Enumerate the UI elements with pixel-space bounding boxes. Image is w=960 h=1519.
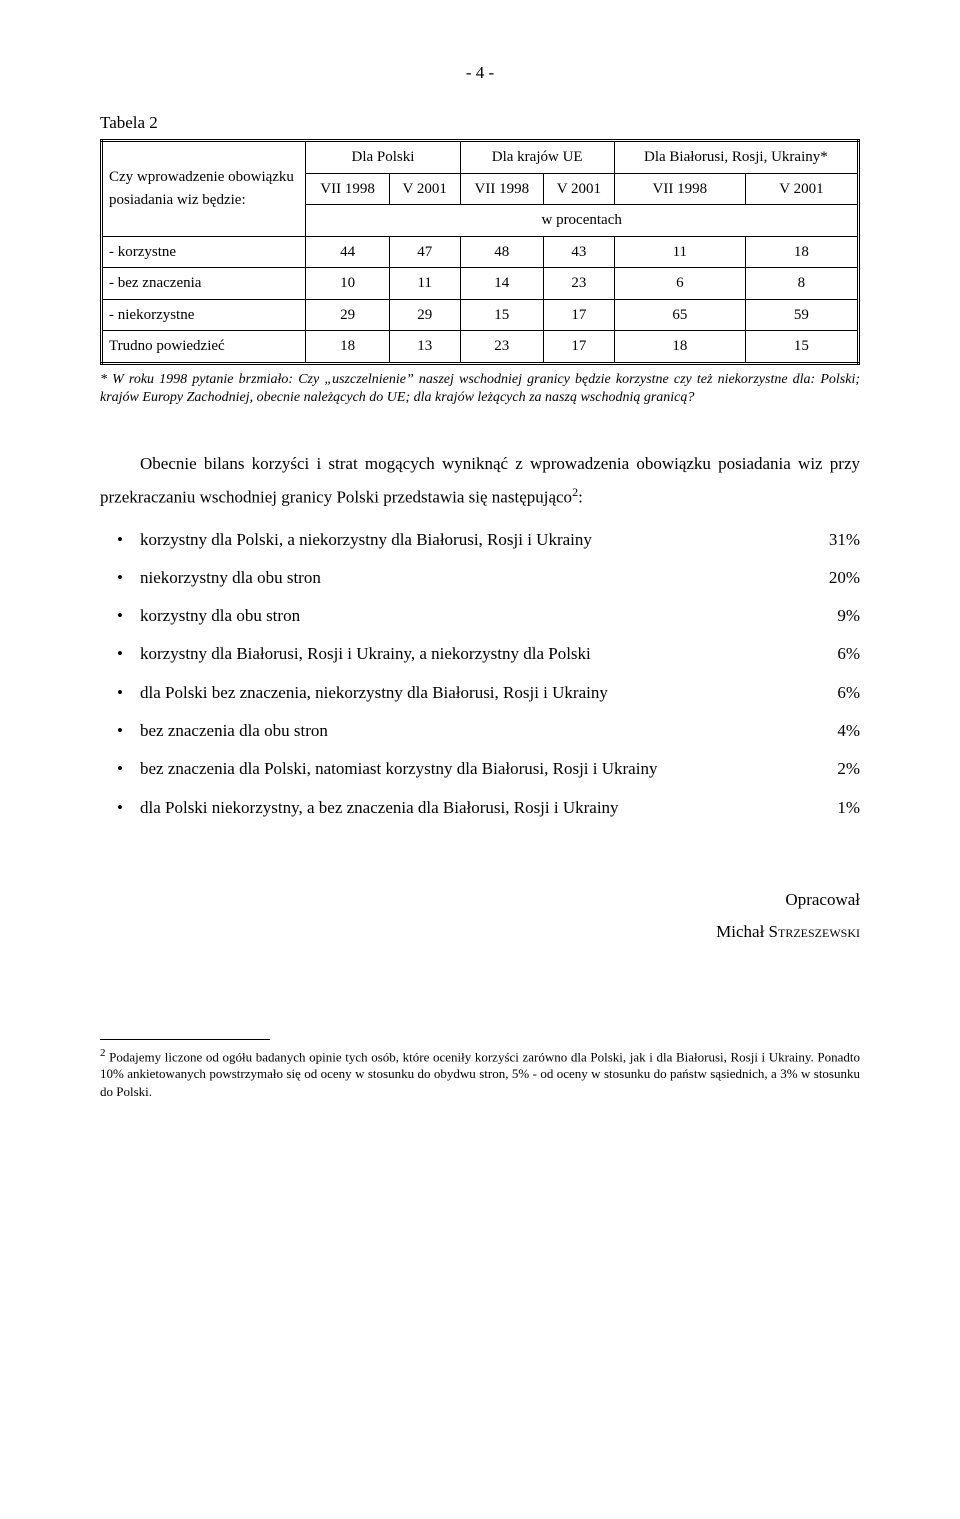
cell: 65 <box>614 299 745 331</box>
percent-row: w procentach <box>306 205 859 237</box>
row-label: - bez znaczenia <box>102 268 306 300</box>
cell: 59 <box>745 299 858 331</box>
list-item: • bez znaczenia dla obu stron 4% <box>100 715 860 747</box>
subcol-2: VII 1998 <box>460 173 543 205</box>
row-label: Trudno powiedzieć <box>102 331 306 364</box>
cell: 48 <box>460 236 543 268</box>
cell: 17 <box>544 299 615 331</box>
bullet-icon: • <box>100 524 140 556</box>
body-paragraph: Obecnie bilans korzyści i strat mogących… <box>100 448 860 513</box>
footnote-rule <box>100 1039 270 1040</box>
cell: 10 <box>306 268 389 300</box>
cell: 43 <box>544 236 615 268</box>
cell: 18 <box>306 331 389 364</box>
cell: 11 <box>389 268 460 300</box>
signature-author: Michał Strzeszewski <box>100 916 860 948</box>
col-group-0: Dla Polski <box>306 141 460 174</box>
body-text-before: Obecnie bilans korzyści i strat mogących… <box>100 454 860 506</box>
table-row: - bez znaczenia 10 11 14 23 6 8 <box>102 268 859 300</box>
signature-line: Opracował <box>785 890 860 909</box>
subcol-5: V 2001 <box>745 173 858 205</box>
bullet-text: dla Polski niekorzystny, a bez znaczenia… <box>140 792 804 824</box>
page-number: - 4 - <box>100 60 860 86</box>
list-item: • korzystny dla obu stron 9% <box>100 600 860 632</box>
table-question-header: Czy wprowadzenie obowiązku posiadania wi… <box>102 141 306 237</box>
author-last: Strzeszewski <box>769 922 860 941</box>
bullet-pct: 9% <box>804 600 860 632</box>
bullet-text: korzystny dla Polski, a niekorzystny dla… <box>140 524 804 556</box>
cell: 23 <box>544 268 615 300</box>
bullet-pct: 31% <box>804 524 860 556</box>
bullet-list: • korzystny dla Polski, a niekorzystny d… <box>100 524 860 824</box>
table-footnote: * W roku 1998 pytanie brzmiało: Czy „usz… <box>100 371 860 409</box>
bullet-pct: 6% <box>804 677 860 709</box>
row-label: - korzystne <box>102 236 306 268</box>
table-row: - niekorzystne 29 29 15 17 65 59 <box>102 299 859 331</box>
bullet-icon: • <box>100 600 140 632</box>
col-group-2: Dla Białorusi, Rosji, Ukrainy* <box>614 141 858 174</box>
col-group-1: Dla krajów UE <box>460 141 614 174</box>
subcol-1: V 2001 <box>389 173 460 205</box>
list-item: • bez znaczenia dla Polski, natomiast ko… <box>100 753 860 785</box>
cell: 6 <box>614 268 745 300</box>
bullet-pct: 1% <box>804 792 860 824</box>
bullet-pct: 20% <box>804 562 860 594</box>
bullet-text: korzystny dla obu stron <box>140 600 804 632</box>
list-item: • korzystny dla Białorusi, Rosji i Ukrai… <box>100 638 860 670</box>
table-2: Czy wprowadzenie obowiązku posiadania wi… <box>100 139 860 365</box>
bullet-pct: 4% <box>804 715 860 747</box>
author-first: Michał <box>716 922 768 941</box>
cell: 47 <box>389 236 460 268</box>
body-text-after: : <box>578 487 583 506</box>
list-item: • dla Polski niekorzystny, a bez znaczen… <box>100 792 860 824</box>
bullet-icon: • <box>100 677 140 709</box>
bullet-icon: • <box>100 562 140 594</box>
cell: 8 <box>745 268 858 300</box>
list-item: • dla Polski bez znaczenia, niekorzystny… <box>100 677 860 709</box>
page: - 4 - Tabela 2 Czy wprowadzenie obowiązk… <box>0 0 960 1519</box>
subcol-3: V 2001 <box>544 173 615 205</box>
bullet-icon: • <box>100 753 140 785</box>
bullet-icon: • <box>100 638 140 670</box>
bullet-text: korzystny dla Białorusi, Rosji i Ukrainy… <box>140 638 804 670</box>
signature-block: Opracował Michał Strzeszewski <box>100 884 860 949</box>
subcol-4: VII 1998 <box>614 173 745 205</box>
list-item: • korzystny dla Polski, a niekorzystny d… <box>100 524 860 556</box>
table-row: - korzystne 44 47 48 43 11 18 <box>102 236 859 268</box>
bullet-pct: 6% <box>804 638 860 670</box>
bullet-text: bez znaczenia dla Polski, natomiast korz… <box>140 753 804 785</box>
cell: 11 <box>614 236 745 268</box>
cell: 15 <box>460 299 543 331</box>
bullet-text: bez znaczenia dla obu stron <box>140 715 804 747</box>
table-label: Tabela 2 <box>100 110 860 136</box>
cell: 17 <box>544 331 615 364</box>
cell: 29 <box>306 299 389 331</box>
bullet-text: niekorzystny dla obu stron <box>140 562 804 594</box>
cell: 23 <box>460 331 543 364</box>
footnote-text: Podajemy liczone od ogółu badanych opini… <box>100 1049 860 1099</box>
subcol-0: VII 1998 <box>306 173 389 205</box>
cell: 29 <box>389 299 460 331</box>
bullet-icon: • <box>100 792 140 824</box>
bullet-text: dla Polski bez znaczenia, niekorzystny d… <box>140 677 804 709</box>
bullet-pct: 2% <box>804 753 860 785</box>
list-item: • niekorzystny dla obu stron 20% <box>100 562 860 594</box>
table-row: Trudno powiedzieć 18 13 23 17 18 15 <box>102 331 859 364</box>
bullet-icon: • <box>100 715 140 747</box>
cell: 13 <box>389 331 460 364</box>
cell: 44 <box>306 236 389 268</box>
cell: 18 <box>745 236 858 268</box>
row-label: - niekorzystne <box>102 299 306 331</box>
cell: 14 <box>460 268 543 300</box>
footnote-2: 2 Podajemy liczone od ogółu badanych opi… <box>100 1046 860 1101</box>
cell: 18 <box>614 331 745 364</box>
cell: 15 <box>745 331 858 364</box>
